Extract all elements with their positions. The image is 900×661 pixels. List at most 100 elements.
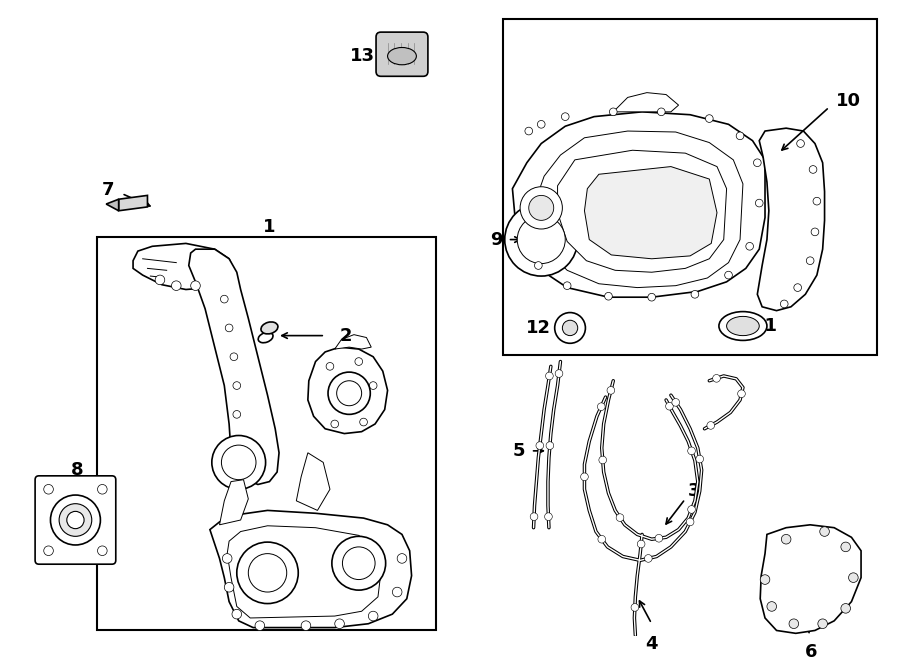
Polygon shape — [133, 243, 234, 290]
Text: 5: 5 — [512, 442, 525, 460]
Circle shape — [59, 504, 92, 536]
Polygon shape — [760, 525, 861, 633]
Circle shape — [222, 554, 232, 563]
Circle shape — [544, 513, 553, 520]
Text: 10: 10 — [836, 93, 861, 110]
Circle shape — [841, 542, 850, 552]
Circle shape — [849, 573, 859, 582]
Text: 8: 8 — [71, 461, 84, 479]
Ellipse shape — [258, 332, 273, 343]
Polygon shape — [119, 196, 148, 211]
Text: 7: 7 — [102, 180, 114, 198]
Circle shape — [605, 292, 612, 300]
Ellipse shape — [719, 311, 767, 340]
Circle shape — [369, 381, 377, 389]
Polygon shape — [227, 525, 381, 618]
Circle shape — [809, 166, 817, 173]
Circle shape — [555, 369, 562, 377]
Circle shape — [546, 442, 554, 449]
Circle shape — [518, 215, 565, 264]
Circle shape — [666, 403, 673, 410]
Circle shape — [331, 420, 338, 428]
Circle shape — [644, 555, 652, 563]
Circle shape — [67, 512, 84, 529]
Circle shape — [781, 534, 791, 544]
Circle shape — [746, 243, 753, 250]
Circle shape — [537, 120, 545, 128]
Circle shape — [230, 353, 238, 361]
Circle shape — [505, 203, 578, 276]
Circle shape — [220, 295, 228, 303]
Polygon shape — [220, 480, 248, 525]
Circle shape — [736, 132, 744, 139]
Polygon shape — [613, 93, 679, 112]
FancyBboxPatch shape — [376, 32, 428, 76]
Circle shape — [637, 540, 645, 548]
Circle shape — [789, 619, 798, 629]
Circle shape — [536, 442, 544, 449]
Circle shape — [696, 455, 704, 463]
Circle shape — [755, 199, 763, 207]
Circle shape — [691, 290, 698, 298]
Circle shape — [97, 546, 107, 555]
Polygon shape — [335, 334, 371, 349]
Polygon shape — [210, 510, 411, 627]
Circle shape — [655, 534, 662, 542]
Polygon shape — [558, 150, 726, 272]
Circle shape — [155, 275, 165, 285]
Ellipse shape — [388, 48, 417, 65]
Circle shape — [672, 399, 680, 407]
Circle shape — [724, 271, 733, 279]
Circle shape — [239, 440, 248, 447]
Bar — [503, 19, 878, 355]
Circle shape — [335, 619, 345, 629]
Circle shape — [530, 513, 538, 520]
Circle shape — [657, 108, 665, 116]
Circle shape — [631, 603, 639, 611]
Polygon shape — [512, 112, 765, 297]
Circle shape — [767, 602, 777, 611]
Circle shape — [562, 320, 578, 336]
Polygon shape — [189, 249, 279, 485]
Circle shape — [811, 228, 819, 236]
Circle shape — [818, 619, 827, 629]
Circle shape — [191, 281, 201, 290]
Circle shape — [50, 495, 101, 545]
Circle shape — [97, 485, 107, 494]
FancyBboxPatch shape — [35, 476, 116, 564]
Circle shape — [233, 410, 240, 418]
Text: 13: 13 — [350, 47, 375, 65]
Circle shape — [360, 418, 367, 426]
Circle shape — [397, 554, 407, 563]
Text: 11: 11 — [752, 317, 778, 335]
Circle shape — [706, 422, 715, 429]
Polygon shape — [296, 453, 330, 510]
Circle shape — [796, 139, 805, 147]
Text: 9: 9 — [491, 231, 503, 249]
Circle shape — [687, 518, 694, 525]
Circle shape — [806, 257, 814, 264]
Text: 12: 12 — [526, 319, 551, 337]
Text: 6: 6 — [805, 643, 817, 661]
Circle shape — [355, 358, 363, 366]
Circle shape — [780, 300, 788, 308]
Circle shape — [554, 313, 585, 343]
Circle shape — [794, 284, 802, 292]
Circle shape — [232, 609, 241, 619]
Circle shape — [332, 536, 386, 590]
Circle shape — [342, 547, 375, 580]
Polygon shape — [536, 131, 742, 288]
Polygon shape — [757, 128, 824, 311]
Circle shape — [44, 546, 53, 555]
Circle shape — [563, 282, 571, 290]
Circle shape — [525, 127, 533, 135]
Circle shape — [328, 372, 370, 414]
Circle shape — [529, 196, 554, 220]
Bar — [96, 237, 436, 631]
Circle shape — [172, 281, 181, 290]
Circle shape — [302, 621, 310, 631]
Polygon shape — [308, 347, 388, 434]
Text: 3: 3 — [688, 482, 701, 500]
Circle shape — [233, 381, 240, 389]
Circle shape — [598, 403, 605, 410]
